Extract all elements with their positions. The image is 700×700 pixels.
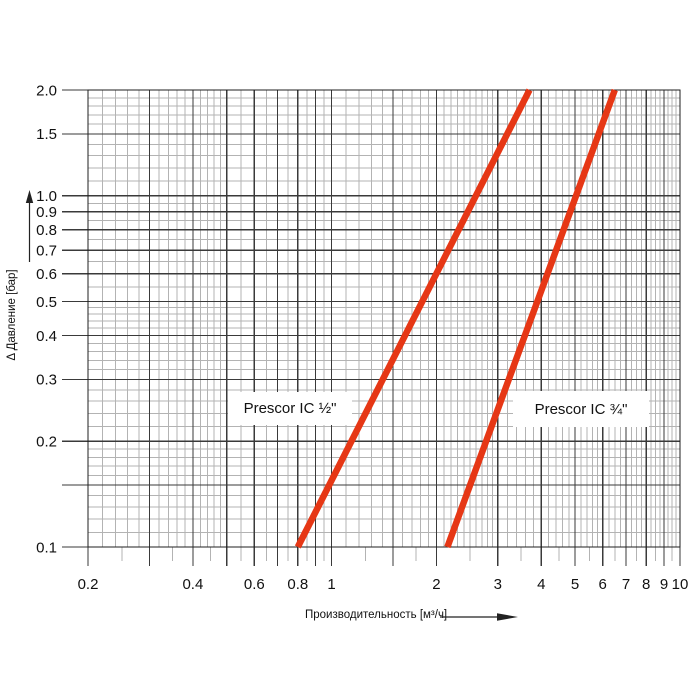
x-tick-label: 1	[327, 576, 335, 593]
series-label-prescor-ic-threequarter: Prescor IC ¾"	[513, 391, 649, 427]
up-arrow-icon	[25, 190, 34, 262]
x-tick-label: 5	[571, 576, 579, 593]
y-tick-label: 0.8	[36, 222, 57, 239]
x-tick-label: 0.4	[182, 576, 203, 593]
x-tick-label: 2	[432, 576, 440, 593]
right-arrow-icon	[440, 613, 518, 621]
series-label-prescor-ic-half: Prescor IC ½"	[228, 392, 352, 425]
x-axis-title: Производительность [м³/ч]	[305, 609, 448, 621]
y-tick-label: 0.3	[36, 372, 57, 389]
y-tick-label: 0.6	[36, 266, 57, 283]
y-tick-label: 1.0	[36, 188, 57, 205]
series-line-1	[444, 88, 618, 549]
y-tick-label: 0.2	[36, 434, 57, 451]
x-tick-label: 8	[642, 576, 650, 593]
x-tick-label: 6	[599, 576, 607, 593]
y-axis-title: Δ Давление [бар]	[6, 269, 18, 361]
x-tick-label: 4	[537, 576, 545, 593]
y-tick-label: 0.4	[36, 328, 57, 345]
x-tick-label: 7	[622, 576, 630, 593]
grid	[62, 89, 681, 566]
x-tick-label: 9	[660, 576, 668, 593]
x-tick-label: 10	[672, 576, 689, 593]
y-tick-label: 2.0	[36, 82, 57, 99]
y-tick-label: 0.7	[36, 243, 57, 260]
y-tick-label: 0.1	[36, 539, 57, 556]
y-tick-label: 1.5	[36, 126, 57, 143]
y-tick-label: 0.5	[36, 294, 57, 311]
series-line-0	[294, 88, 533, 549]
x-tick-label: 0.6	[244, 576, 265, 593]
y-tick-label: 0.9	[36, 204, 57, 221]
x-tick-label: 0.8	[287, 576, 308, 593]
x-tick-label: 0.2	[78, 576, 99, 593]
x-tick-label: 3	[494, 576, 502, 593]
